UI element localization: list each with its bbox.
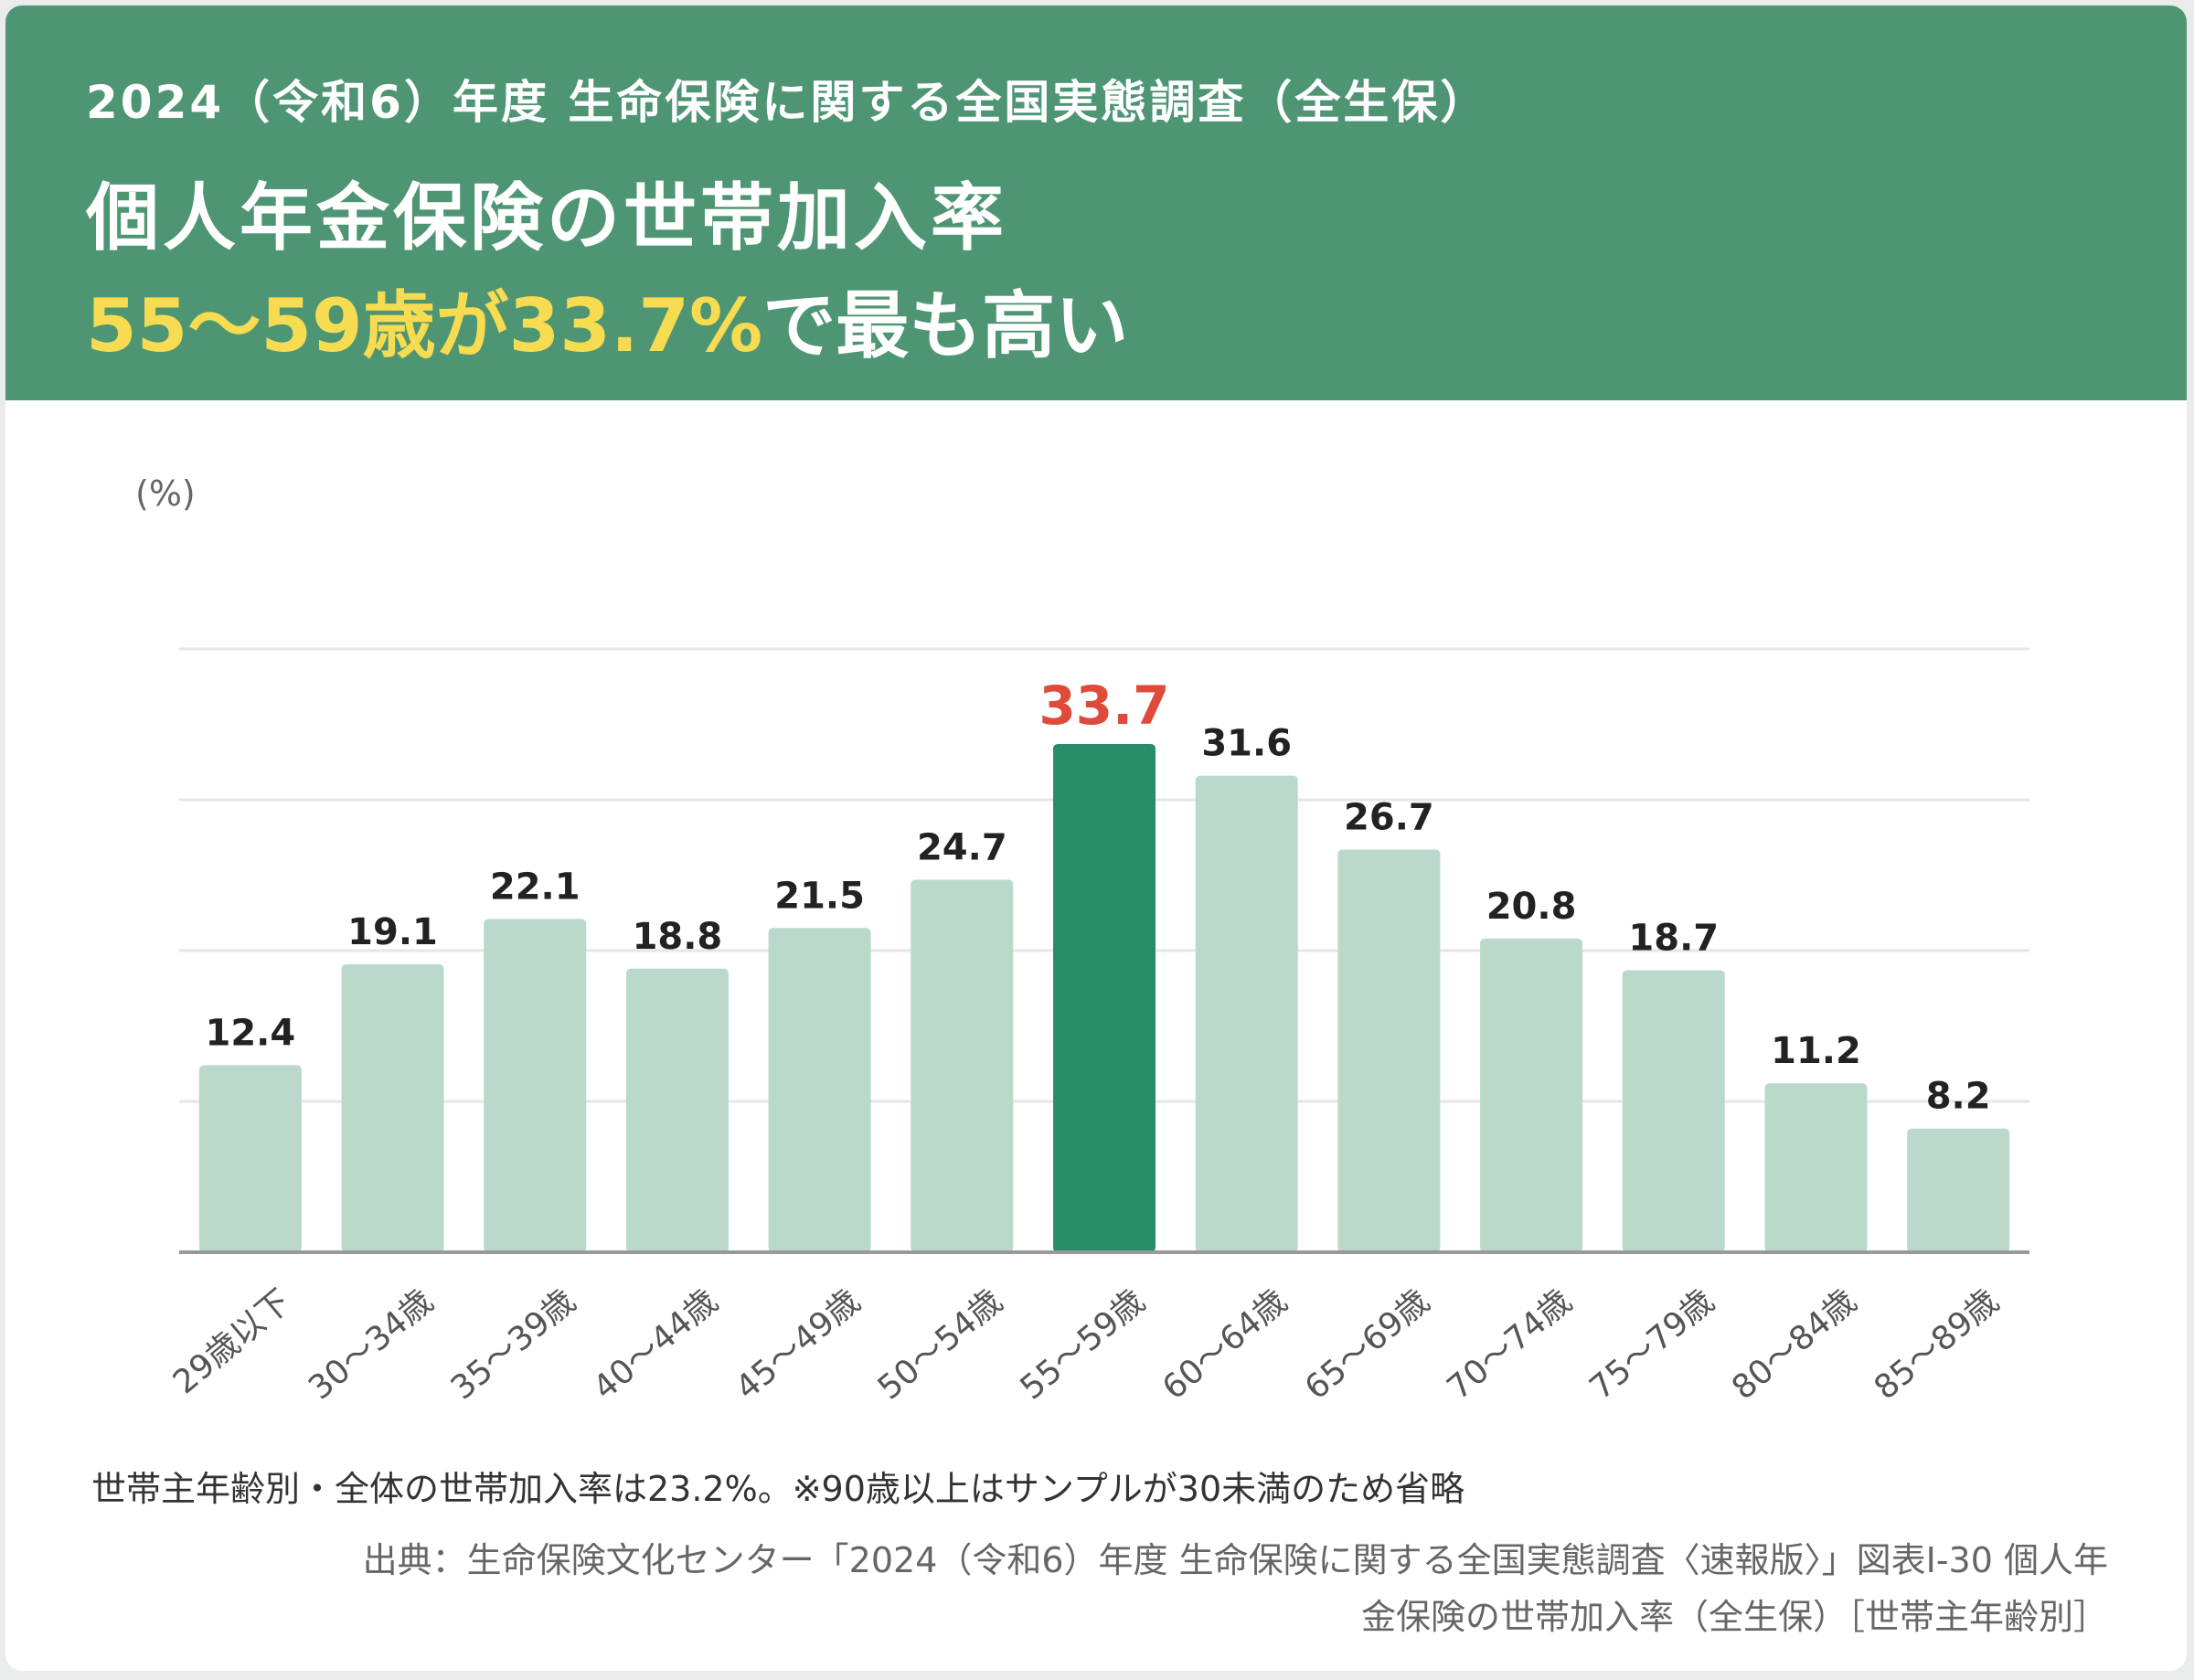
bar [1480,938,1583,1252]
source-citation: 出典：生命保険文化センター「2024（令和6）年度 生命保険に関する全国実態調査… [106,1532,2108,1645]
x-tick-label: 30〜34歳 [302,1282,441,1408]
data-label: 20.8 [1486,886,1577,928]
data-label: 33.7 [1038,675,1169,737]
bar [198,1065,302,1252]
bar [768,928,871,1252]
y-axis-unit: (%) [135,473,196,514]
subtitle-highlight: 55〜59歳が33.7% [86,283,763,368]
bar [1622,970,1725,1252]
source-line-2: 金保険の世帯加入率（全生保）［世帯主年齢別］ [1360,1597,2108,1637]
data-label: 8.2 [1926,1076,1991,1118]
chart-card: 2024（令和6）年度 生命保険に関する全国実態調査（全生保） 個人年金保険の世… [5,5,2187,1671]
data-label: 31.6 [1201,723,1292,765]
x-tick-label: 60〜64歳 [1156,1282,1294,1408]
data-label: 19.1 [347,911,438,953]
x-tick-label: 85〜89歳 [1868,1282,2007,1408]
x-tick-label: 80〜84歳 [1725,1282,1864,1408]
bar-chart: 12.4 29歳以下 19.1 30〜34歳 22.1 35〜39歳 18.8 40〜44歳 2… [166,647,2029,1408]
bar [911,879,1014,1252]
data-label: 12.4 [205,1012,295,1054]
chart-subtitle: 55〜59歳が33.7%で最も高い [86,267,1128,373]
x-tick-label: 40〜44歳 [586,1282,725,1408]
x-tick-label: 70〜74歳 [1441,1282,1580,1408]
data-label: 18.8 [633,916,723,958]
bar [1764,1083,1868,1252]
chart-title: 個人年金保険の世帯加入率 [86,175,1007,261]
data-label: 21.5 [774,875,865,917]
data-label: 22.1 [490,866,580,908]
bar [1195,775,1298,1252]
subtitle-rest: で最も高い [762,283,1129,368]
x-tick-label: 29歳以下 [166,1282,298,1401]
bar [625,968,729,1252]
x-tick-label: 50〜54歳 [871,1282,1010,1408]
data-label: 11.2 [1771,1030,1861,1072]
bar [1337,849,1441,1252]
x-tick-label: 55〜59歳 [1014,1282,1153,1408]
data-label: 18.7 [1628,917,1719,959]
data-label: 26.7 [1344,796,1434,838]
bar [1907,1128,2010,1252]
data-label: 24.7 [917,826,1007,868]
footnote: 世帯主年齢別・全体の世帯加入率は23.2%。※90歳以上はサンプルが30未満のた… [91,1469,1465,1509]
x-tick-label: 35〜39歳 [444,1282,583,1408]
bar [341,963,444,1252]
x-tick-label: 45〜49歳 [729,1282,868,1408]
bar [484,919,587,1252]
survey-title: 2024（令和6）年度 生命保険に関する全国実態調査（全生保） [86,76,1489,129]
bar [1053,743,1156,1252]
x-tick-label: 65〜69歳 [1298,1282,1437,1408]
source-line-1: 出典：生命保険文化センター「2024（令和6）年度 生命保険に関する全国実態調査… [362,1540,2108,1580]
header-banner: 2024（令和6）年度 生命保険に関する全国実態調査（全生保） 個人年金保険の世… [5,5,2187,400]
x-tick-label: 75〜79歳 [1582,1282,1721,1408]
